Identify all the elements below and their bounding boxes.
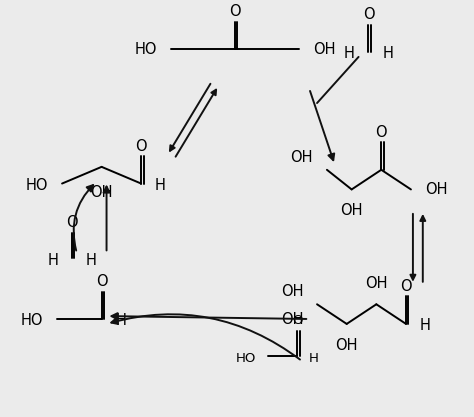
Text: H: H [309, 352, 319, 365]
Text: H: H [344, 46, 355, 61]
Text: HO: HO [21, 314, 43, 329]
Text: OH: OH [291, 150, 313, 165]
Text: H: H [86, 253, 97, 268]
Text: OH: OH [281, 312, 303, 327]
Text: HO: HO [26, 178, 48, 193]
Text: O: O [96, 274, 108, 289]
Text: O: O [400, 279, 412, 294]
Text: OH: OH [281, 284, 303, 299]
Text: O: O [375, 125, 387, 140]
Text: OH: OH [340, 203, 363, 218]
Text: H: H [47, 253, 58, 268]
Text: H: H [420, 318, 431, 333]
Text: O: O [292, 314, 302, 327]
Text: OH: OH [365, 276, 388, 291]
Text: OH: OH [336, 338, 358, 353]
Text: O: O [363, 7, 374, 22]
Text: HO: HO [236, 352, 256, 365]
Text: O: O [66, 215, 78, 230]
Text: O: O [229, 4, 241, 19]
Text: OH: OH [91, 185, 113, 199]
Text: OH: OH [313, 42, 336, 57]
Text: H: H [155, 178, 166, 193]
Text: H: H [116, 314, 126, 329]
Text: HO: HO [135, 42, 157, 57]
Text: OH: OH [425, 182, 447, 197]
Text: O: O [135, 139, 147, 154]
Text: H: H [382, 46, 393, 61]
